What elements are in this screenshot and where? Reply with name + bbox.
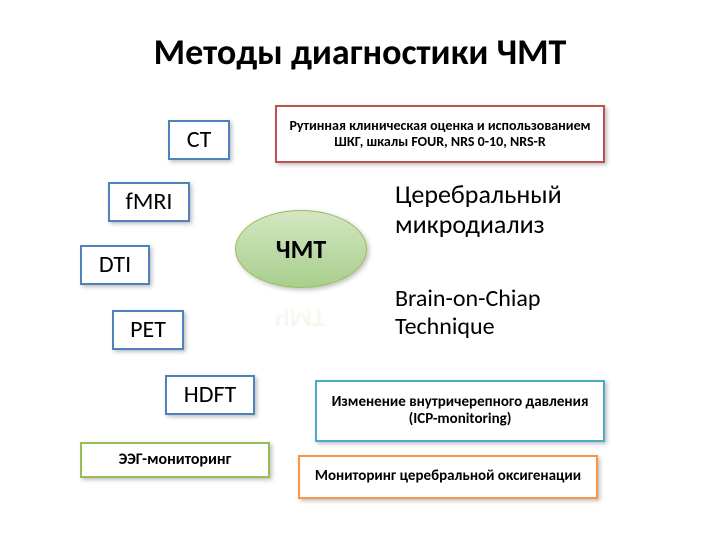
center-node: ЧМТ [235,210,367,288]
center-node-reflection: ЧМТ [235,288,365,348]
text-brain-on-chip: Brain-on-Chiap Technique [395,285,625,355]
box-pet: PET [112,310,184,350]
box-icp-monitoring: Изменение внутричерепного давления (ICP-… [315,380,605,442]
box-hdft: HDFT [165,375,255,415]
box-fmri: fMRI [108,182,190,222]
box-eeg-monitoring: ЭЭГ-мониторинг [80,442,270,478]
box-routine-assessment: Рутинная клиническая оценка и использова… [275,105,605,163]
center-node-label: ЧМТ [276,233,326,265]
diagram-canvas: Методы диагностики ЧМТ ЧМТ ЧМТ Рутинная … [0,0,720,540]
text-cerebral-microdialysis: Церебральный микродиализ [395,180,635,270]
box-cerebral-oxygenation: Мониторинг церебральной оксигенации [298,455,598,499]
box-ct: CT [168,120,230,160]
page-title: Методы диагностики ЧМТ [0,30,720,74]
box-dti: DTI [80,245,150,285]
